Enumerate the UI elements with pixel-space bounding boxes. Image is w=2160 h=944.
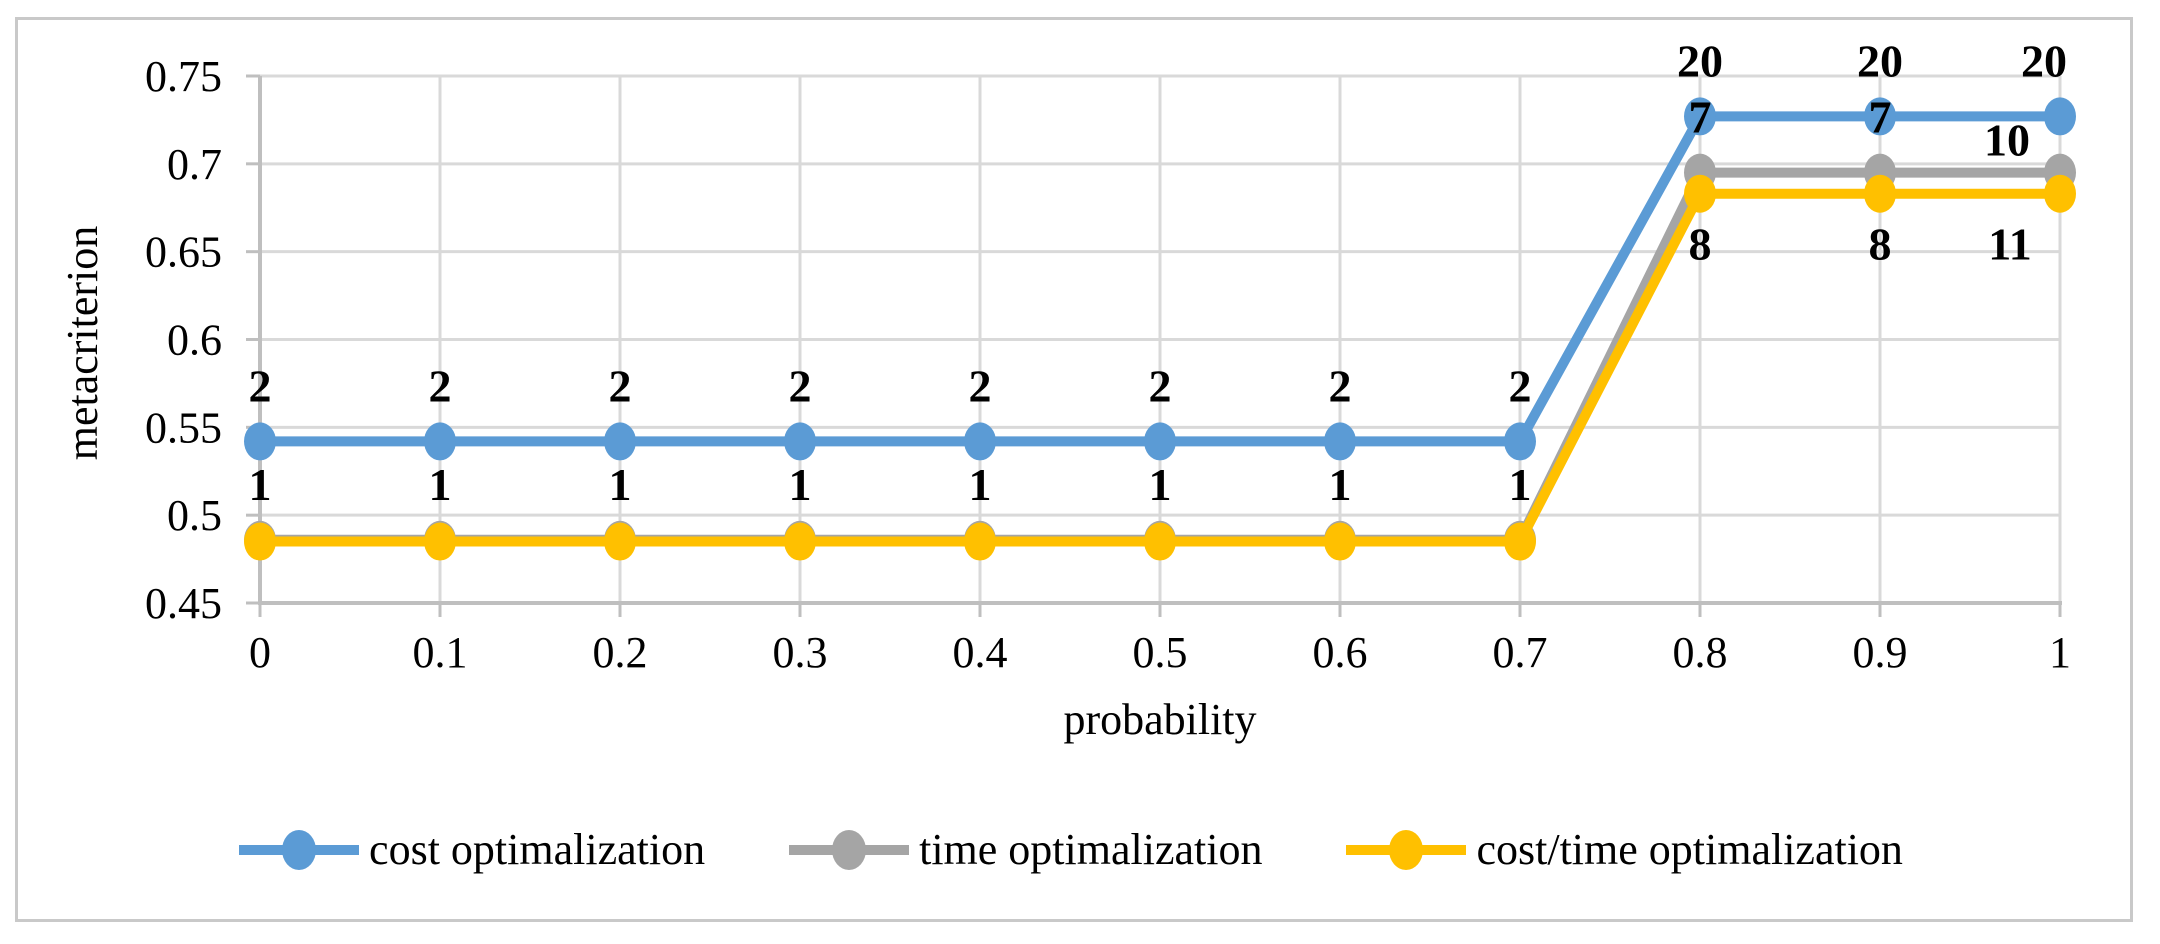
data-point-marker xyxy=(1864,174,1896,213)
data-point-marker xyxy=(1864,97,1896,136)
data-point-marker xyxy=(424,522,456,561)
legend-item-time-optimalization: time optimalization xyxy=(789,824,1262,875)
x-tick-label: 1 xyxy=(2049,628,2071,677)
data-point-label: 1 xyxy=(609,459,632,510)
data-point-label: 20 xyxy=(1857,35,1903,86)
data-point-label: 2 xyxy=(1509,360,1532,411)
x-tick-label: 0.1 xyxy=(413,628,468,677)
y-tick-label: 0.7 xyxy=(167,140,222,189)
data-point-marker xyxy=(2044,97,2076,136)
data-point-marker xyxy=(1324,522,1356,561)
data-point-marker xyxy=(1504,522,1536,561)
data-point-label: 1 xyxy=(249,459,272,510)
x-tick-label: 0.8 xyxy=(1673,628,1728,677)
data-point-marker xyxy=(424,422,456,461)
data-point-marker xyxy=(1324,422,1356,461)
x-tick-label: 0.9 xyxy=(1853,628,1908,677)
x-tick-label: 0 xyxy=(249,628,271,677)
legend-marker-line-icon xyxy=(1346,829,1467,870)
y-tick-label: 0.65 xyxy=(145,228,222,277)
y-tick-label: 0.55 xyxy=(145,403,222,452)
data-point-marker xyxy=(1684,97,1716,136)
data-point-label: 10 xyxy=(1984,115,2030,166)
x-tick-label: 0.6 xyxy=(1313,628,1368,677)
data-point-marker xyxy=(784,422,816,461)
data-point-marker xyxy=(604,422,636,461)
x-tick-label: 0.5 xyxy=(1133,628,1188,677)
data-point-label: 1 xyxy=(789,459,812,510)
data-point-label: 2 xyxy=(789,360,812,411)
data-point-label: 8 xyxy=(1869,219,1892,270)
y-tick-label: 0.75 xyxy=(145,52,222,101)
data-point-label: 1 xyxy=(1509,459,1532,510)
data-point-marker xyxy=(1144,422,1176,461)
x-axis-title: probability xyxy=(1063,695,1257,744)
data-point-label: 2 xyxy=(609,360,632,411)
data-point-marker xyxy=(964,422,996,461)
data-point-label: 7 xyxy=(1689,92,1712,143)
y-tick-label: 0.5 xyxy=(167,491,222,540)
data-point-label: 8 xyxy=(1689,219,1712,270)
y-axis-title: metacriterion xyxy=(58,225,107,461)
x-tick-label: 0.3 xyxy=(773,628,828,677)
data-point-marker xyxy=(604,522,636,561)
data-point-marker xyxy=(1684,174,1716,213)
data-point-marker xyxy=(1144,522,1176,561)
data-point-marker xyxy=(244,522,276,561)
legend-label: cost optimalization xyxy=(369,825,706,874)
legend-label: cost/time optimalization xyxy=(1476,825,1903,874)
legend-marker-line-icon xyxy=(789,829,910,870)
legend-item-cost-time-optimalization: cost/time optimalization xyxy=(1346,824,1903,875)
data-point-label: 7 xyxy=(1869,92,1892,143)
legend-label: time optimalization xyxy=(919,825,1263,874)
data-point-label: 1 xyxy=(1149,459,1172,510)
data-point-marker xyxy=(244,422,276,461)
x-tick-label: 0.7 xyxy=(1493,628,1548,677)
data-point-label: 1 xyxy=(429,459,452,510)
data-point-label: 1 xyxy=(969,459,992,510)
data-point-label: 2 xyxy=(249,360,272,411)
data-point-label: 2 xyxy=(1149,360,1172,411)
data-point-marker xyxy=(784,522,816,561)
y-tick-label: 0.45 xyxy=(145,579,222,628)
data-point-label: 1 xyxy=(1329,459,1352,510)
data-point-label: 11 xyxy=(1988,219,2031,270)
data-point-label: 20 xyxy=(1677,35,1723,86)
y-tick-label: 0.6 xyxy=(167,316,222,365)
legend-item-cost-optimalization: cost optimalization xyxy=(239,824,705,875)
legend-marker-line-icon xyxy=(239,829,360,870)
x-tick-label: 0.4 xyxy=(953,628,1008,677)
data-point-marker xyxy=(964,522,996,561)
x-tick-label: 0.2 xyxy=(593,628,648,677)
data-point-marker xyxy=(1504,422,1536,461)
data-point-label: 20 xyxy=(2021,35,2067,86)
data-point-marker xyxy=(2044,174,2076,213)
data-point-label: 2 xyxy=(1329,360,1352,411)
legend: cost optimalization time optimalization … xyxy=(15,824,2127,875)
data-point-label: 2 xyxy=(429,360,452,411)
data-point-label: 2 xyxy=(969,360,992,411)
